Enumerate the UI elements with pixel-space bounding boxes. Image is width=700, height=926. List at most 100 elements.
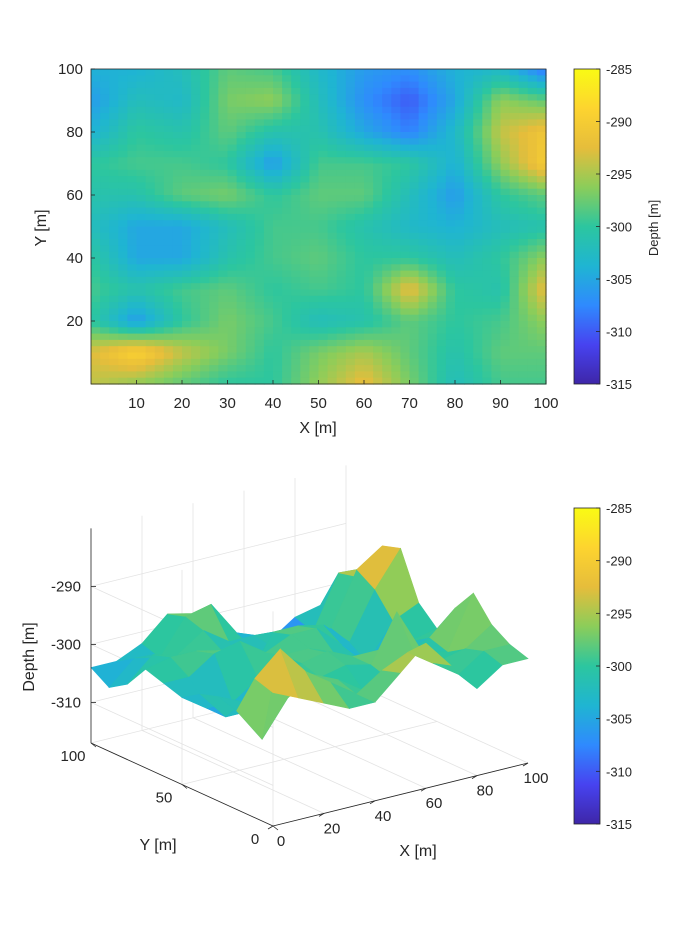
heatmap-cell bbox=[400, 157, 411, 165]
heatmap-cell bbox=[236, 213, 247, 221]
heatmap-cell bbox=[427, 169, 438, 177]
x-tick-label: 30 bbox=[219, 395, 236, 412]
heatmap-cell bbox=[436, 87, 447, 95]
heatmap-cell bbox=[327, 276, 338, 284]
heatmap-cell bbox=[354, 314, 365, 322]
heatmap-cell bbox=[273, 333, 283, 341]
heatmap-cell bbox=[236, 327, 247, 335]
heatmap-cell bbox=[382, 132, 392, 139]
heatmap-cell bbox=[273, 163, 283, 171]
heatmap-cell bbox=[536, 106, 547, 114]
heatmap-cell bbox=[100, 308, 110, 316]
heatmap-cell bbox=[509, 226, 520, 234]
heatmap-cell bbox=[91, 264, 101, 272]
heatmap-cell bbox=[436, 283, 447, 291]
heatmap-cell bbox=[473, 119, 483, 127]
heatmap-cell bbox=[427, 150, 438, 158]
heatmap-cell bbox=[427, 346, 438, 354]
heatmap-cell bbox=[236, 251, 247, 259]
heatmap-cell bbox=[509, 100, 520, 108]
heatmap-cell bbox=[245, 295, 256, 303]
heatmap-cell bbox=[391, 138, 401, 146]
heatmap-cell bbox=[327, 163, 338, 171]
heatmap-cell bbox=[527, 201, 538, 209]
heatmap-cell bbox=[391, 346, 401, 354]
heatmap-cell bbox=[482, 289, 492, 297]
heatmap-cell bbox=[291, 207, 301, 215]
heatmap-cell bbox=[455, 195, 465, 202]
heatmap-cell bbox=[136, 157, 147, 165]
heatmap-cell bbox=[163, 226, 174, 234]
heatmap-cell bbox=[273, 144, 283, 152]
surface-patch bbox=[483, 644, 529, 666]
heatmap-cell bbox=[163, 371, 174, 379]
heatmap-cell bbox=[136, 188, 147, 196]
heatmap-cell bbox=[236, 333, 247, 341]
heatmap-cell bbox=[455, 207, 465, 215]
heatmap-cell bbox=[100, 346, 110, 354]
heatmap-cell bbox=[236, 283, 247, 291]
colorbar-tick-label: -285 bbox=[606, 501, 632, 516]
y-tick-label: 0 bbox=[251, 831, 259, 848]
heatmap-cell bbox=[445, 138, 456, 146]
heatmap-cell bbox=[127, 365, 138, 372]
heatmap-cell bbox=[445, 365, 456, 372]
heatmap-cell bbox=[518, 125, 529, 133]
heatmap-cell bbox=[500, 239, 511, 246]
heatmap-cell bbox=[127, 276, 138, 284]
heatmap-cell bbox=[418, 232, 429, 240]
heatmap-cell bbox=[354, 346, 365, 354]
heatmap-cell bbox=[163, 365, 174, 372]
heatmap-cell bbox=[263, 314, 274, 322]
heatmap-cell bbox=[291, 220, 301, 228]
heatmap-cell bbox=[273, 276, 283, 284]
heatmap-cell bbox=[527, 188, 538, 196]
heatmap-cell bbox=[536, 182, 547, 190]
heatmap-cell bbox=[100, 295, 110, 303]
heatmap-cell bbox=[254, 94, 265, 102]
heatmap-cell bbox=[100, 106, 110, 114]
heatmap-cell bbox=[91, 251, 101, 259]
heatmap-cell bbox=[445, 106, 456, 114]
heatmap-cell bbox=[218, 239, 229, 246]
heatmap-cell bbox=[409, 201, 420, 209]
heatmap-cell bbox=[218, 251, 229, 259]
heatmap-cell bbox=[136, 87, 147, 95]
heatmap-cell bbox=[309, 346, 320, 354]
heatmap-cell bbox=[409, 182, 420, 190]
heatmap-cell bbox=[354, 106, 365, 114]
heatmap-cell bbox=[300, 377, 310, 385]
heatmap-cell bbox=[327, 75, 338, 83]
heatmap-cell bbox=[154, 226, 165, 234]
heatmap-cell bbox=[227, 371, 238, 379]
heatmap-cell bbox=[354, 321, 365, 328]
heatmap-cell bbox=[518, 176, 529, 183]
heatmap-cell bbox=[172, 119, 183, 127]
heatmap-cell bbox=[327, 81, 338, 89]
heatmap-cell bbox=[409, 295, 420, 303]
heatmap-cell bbox=[273, 289, 283, 297]
heatmap-cell bbox=[354, 125, 365, 133]
heatmap-cell bbox=[336, 150, 347, 158]
heatmap-cell bbox=[527, 314, 538, 322]
heatmap-cell bbox=[373, 258, 383, 265]
heatmap-cell bbox=[400, 150, 411, 158]
heatmap-cell bbox=[191, 276, 201, 284]
heatmap-cell bbox=[191, 377, 201, 385]
heatmap-cell bbox=[218, 308, 229, 316]
heatmap-cell bbox=[427, 94, 438, 102]
heatmap-cell bbox=[136, 302, 147, 309]
heatmap-cell bbox=[254, 138, 265, 146]
heatmap-cell bbox=[236, 176, 247, 183]
heatmap-cell bbox=[218, 346, 229, 354]
heatmap-cell bbox=[364, 308, 374, 316]
heatmap-cell bbox=[318, 333, 329, 341]
heatmap-cell bbox=[182, 289, 192, 297]
heatmap-cell bbox=[354, 358, 365, 366]
heatmap-cell bbox=[473, 132, 483, 139]
heatmap-cell bbox=[391, 69, 401, 76]
heatmap-cell bbox=[91, 125, 101, 133]
heatmap-cell bbox=[418, 169, 429, 177]
